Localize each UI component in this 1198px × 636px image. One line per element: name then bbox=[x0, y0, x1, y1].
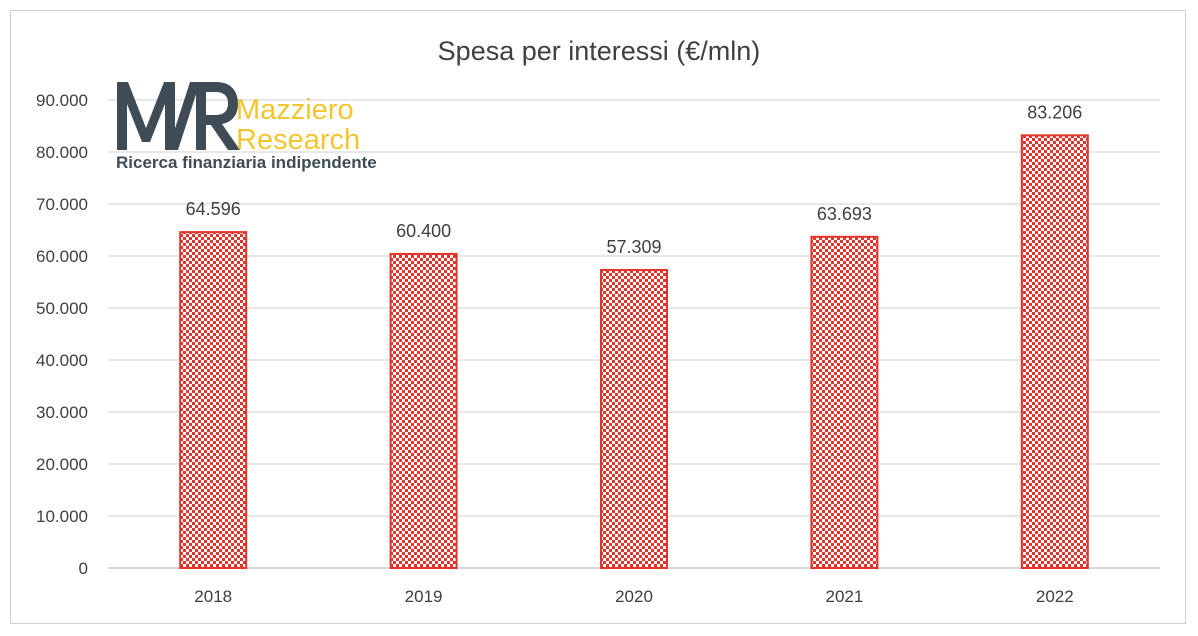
x-tick-label: 2021 bbox=[825, 587, 863, 606]
y-tick-label: 0 bbox=[79, 559, 88, 578]
x-tick-label: 2020 bbox=[615, 587, 653, 606]
logo: Mazziero Research Ricerca finanziaria in… bbox=[116, 82, 377, 172]
bars bbox=[179, 134, 1089, 570]
y-tick-label: 40.000 bbox=[36, 351, 88, 370]
y-tick-label: 10.000 bbox=[36, 507, 88, 526]
y-tick-label: 80.000 bbox=[36, 143, 88, 162]
y-tick-label: 50.000 bbox=[36, 299, 88, 318]
x-tick-label: 2019 bbox=[405, 587, 443, 606]
logo-mr-icon bbox=[117, 82, 240, 150]
x-tick-label: 2022 bbox=[1036, 587, 1074, 606]
logo-tagline: Ricerca finanziaria indipendente bbox=[116, 153, 377, 172]
bar-2020 bbox=[600, 268, 668, 569]
y-tick-label: 60.000 bbox=[36, 247, 88, 266]
data-label: 64.596 bbox=[186, 199, 241, 219]
data-label: 60.400 bbox=[396, 221, 451, 241]
data-label: 57.309 bbox=[606, 237, 661, 257]
logo-name-line1: Mazziero bbox=[236, 94, 354, 126]
bar-2022 bbox=[1020, 134, 1089, 569]
chart-title: Spesa per interessi (€/mln) bbox=[438, 36, 761, 66]
gridlines bbox=[108, 99, 1160, 569]
data-labels: 64.596 60.400 57.309 63.693 83.206 bbox=[186, 102, 1083, 257]
y-tick-label: 30.000 bbox=[36, 403, 88, 422]
x-tick-label: 2018 bbox=[194, 587, 232, 606]
y-axis-ticks: 0 10.000 20.000 30.000 40.000 50.000 60.000 70.… bbox=[36, 91, 88, 578]
logo-name-line2: Research bbox=[236, 124, 360, 156]
y-tick-label: 70.000 bbox=[36, 195, 88, 214]
bar-2018 bbox=[179, 231, 248, 569]
x-axis-ticks: 2018 2019 2020 2021 2022 bbox=[194, 587, 1073, 606]
data-label: 63.693 bbox=[817, 204, 872, 224]
y-tick-label: 90.000 bbox=[36, 91, 88, 110]
bar-2021 bbox=[810, 235, 879, 570]
bar-2019 bbox=[389, 252, 458, 569]
y-tick-label: 20.000 bbox=[36, 455, 88, 474]
data-label: 83.206 bbox=[1027, 102, 1082, 122]
